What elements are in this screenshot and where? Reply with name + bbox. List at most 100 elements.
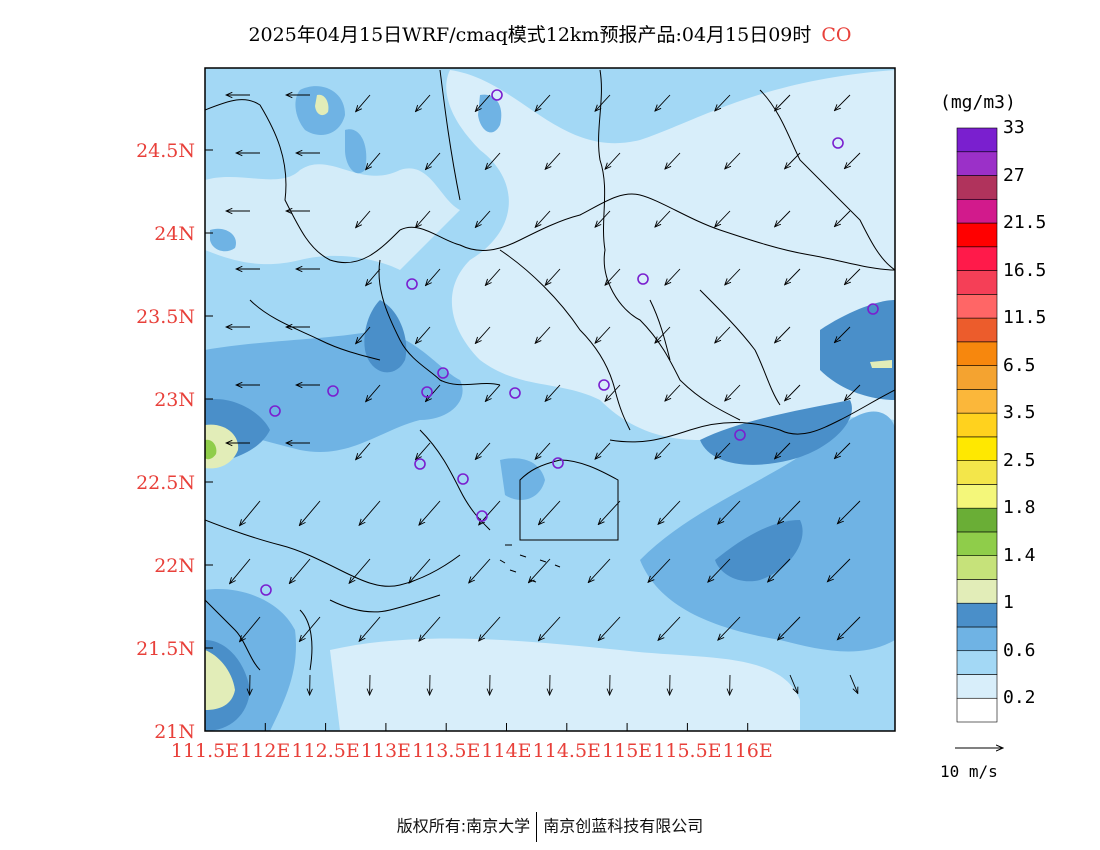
wind-arrow <box>598 500 621 525</box>
wind-arrow <box>655 210 671 227</box>
axis-ticks: 111.5E 112E 112.5E 113E 113.5E 114E 114.5E 115E… <box>136 140 773 762</box>
wind-arrow <box>356 442 371 460</box>
title-species: CO <box>821 24 852 46</box>
lon-tick-label: 114.5E <box>533 740 601 762</box>
wind-arrow <box>426 384 441 402</box>
wind-arrow <box>605 152 621 169</box>
colorbar-segment <box>956 460 998 485</box>
wind-arrow <box>785 152 801 169</box>
lat-tick-label: 22.5N <box>136 472 195 494</box>
lat-tick-label: 22N <box>154 555 195 577</box>
lon-tick-label: 113E <box>361 740 411 762</box>
wind-arrow <box>595 210 611 227</box>
colorbar-segment <box>956 270 998 295</box>
lat-tick-label: 21N <box>154 721 195 743</box>
wind-arrow <box>539 616 561 641</box>
station-marker <box>406 278 418 290</box>
lon-tick-label: 114E <box>481 740 531 762</box>
wind-arrow <box>849 674 858 693</box>
colorbar-segment <box>956 650 998 675</box>
station-marker <box>437 367 449 379</box>
wind-arrow <box>789 674 798 693</box>
station-marker <box>598 379 610 391</box>
station-marker <box>867 303 879 315</box>
wind-arrow <box>658 616 681 640</box>
colorbar-segment <box>956 555 998 580</box>
colorbar-segment <box>956 341 998 366</box>
wind-arrow <box>475 326 491 343</box>
wind-arrow <box>834 94 851 111</box>
lon-tick-label: 115.5E <box>653 740 721 762</box>
station-marker <box>457 473 469 485</box>
footer-left: 版权所有:南京大学 <box>396 816 531 836</box>
wind-arrow <box>535 210 551 227</box>
colorbar-segment <box>956 246 998 271</box>
legend-label: 27 <box>1003 164 1025 186</box>
wind-arrow <box>356 94 371 112</box>
monitoring-stations <box>260 89 879 596</box>
station-marker <box>491 89 503 101</box>
wind-arrow <box>416 210 431 228</box>
legend-label: 0.2 <box>1003 687 1036 709</box>
wind-arrow <box>475 210 491 227</box>
lon-tick-label: 112.5E <box>291 740 359 762</box>
lat-tick-label: 21.5N <box>136 638 195 660</box>
lat-tick-label: 23N <box>154 389 195 411</box>
colorbar-segment <box>956 175 998 200</box>
wind-arrow <box>299 616 321 641</box>
colorbar <box>956 127 998 723</box>
wind-arrow <box>837 616 861 640</box>
wind-arrow <box>827 558 851 582</box>
wind-arrow <box>485 384 501 401</box>
wind-arrow <box>366 268 381 286</box>
wind-arrow <box>595 442 611 459</box>
wind-arrow <box>426 152 441 170</box>
station-marker <box>509 387 521 399</box>
legend-label: 33 <box>1003 117 1025 138</box>
colorbar-segment <box>956 484 998 509</box>
wind-arrow <box>469 558 491 583</box>
wind-arrow <box>837 500 861 524</box>
colorbar-segment <box>956 674 998 699</box>
lon-tick-label: 116E <box>723 740 773 762</box>
title-main: 2025年04月15日WRF/cmaq模式12km预报产品:04月15日09时 <box>248 24 812 46</box>
lat-tick-label: 24.5N <box>136 140 195 162</box>
lon-tick-label: 111.5E <box>171 740 239 762</box>
wind-vectors <box>226 94 861 695</box>
colorbar-segment <box>956 602 998 628</box>
footer-separator <box>536 812 538 842</box>
colorbar-segment <box>956 222 998 248</box>
wind-arrow <box>715 94 731 111</box>
legend-label: 1.8 <box>1003 497 1036 519</box>
wind-arrow <box>240 500 261 526</box>
wind-arrow <box>834 210 851 227</box>
boundary-lines <box>205 69 895 671</box>
wind-arrow <box>665 152 681 169</box>
wind-arrow <box>785 268 801 285</box>
wind-arrow <box>416 326 431 344</box>
colorbar-segment <box>956 127 998 153</box>
wind-arrow <box>605 268 621 285</box>
wind-arrow <box>844 384 861 401</box>
legend-label: 6.5 <box>1003 354 1036 376</box>
wind-arrow <box>655 94 671 111</box>
station-marker <box>414 458 426 470</box>
wind-arrow <box>718 616 741 640</box>
wind-arrow <box>785 384 801 401</box>
wind-arrow <box>715 442 731 459</box>
colorbar-segment <box>956 198 998 224</box>
wind-arrow <box>834 326 851 343</box>
wind-arrow <box>366 152 381 170</box>
wind-arrow <box>655 442 671 459</box>
wind-arrow <box>708 558 731 582</box>
station-marker <box>269 405 281 417</box>
station-marker <box>476 510 488 522</box>
wind-arrow <box>366 384 381 402</box>
legend-label: 1.4 <box>1003 544 1036 566</box>
wind-arrow <box>598 616 621 641</box>
wind-reference-label: 10 m/s <box>940 762 998 781</box>
wind-arrow <box>725 152 741 169</box>
lat-tick-label: 24N <box>154 223 195 245</box>
wind-arrow <box>844 268 861 285</box>
